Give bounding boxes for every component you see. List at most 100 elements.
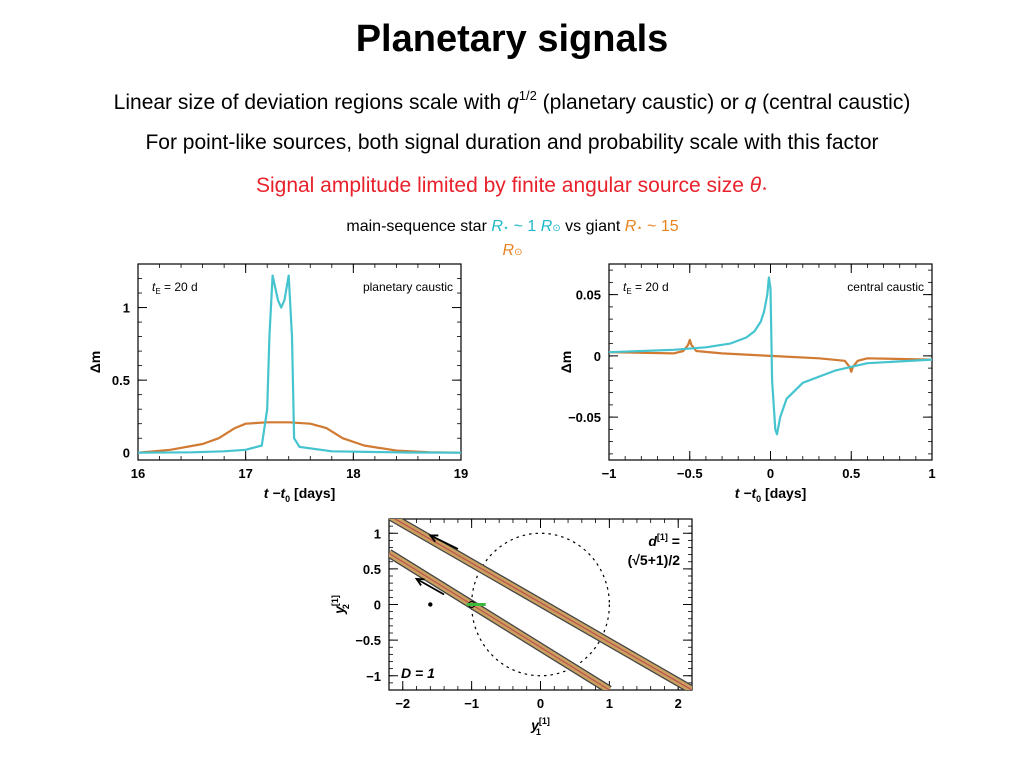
- x-tick-label: 1: [928, 466, 935, 481]
- xlabel-sub: 0: [285, 494, 290, 504]
- plot-frame: [137, 263, 462, 461]
- line1-q2: q: [744, 91, 757, 114]
- d-eq: =: [668, 533, 680, 549]
- comparison-caption: main-sequence star R⋆ ~ 1 R⊙ vs giant R⋆…: [300, 216, 725, 264]
- x-tick-label: 0.5: [842, 466, 860, 481]
- y-tick-label: −0.05: [568, 410, 601, 425]
- planet-point: [428, 602, 433, 607]
- xlabel-y: y: [530, 717, 540, 733]
- xlabel-units: [days]: [290, 485, 335, 501]
- ylabel-sup: [1]: [330, 595, 340, 606]
- series-line-2: [137, 421, 462, 454]
- x-tick-label: 0: [537, 696, 544, 711]
- panel-label: planetary caustic: [363, 280, 453, 294]
- subtitle-line-2: For point-like sources, both signal dura…: [145, 131, 879, 154]
- ylabel-sub: 2: [341, 604, 351, 609]
- tE-label: tE = 20 d: [623, 280, 669, 296]
- xlabel-units: [days]: [761, 485, 806, 501]
- cap-text-d: ~ 15: [642, 218, 679, 235]
- cap-sun-2: ⊙: [514, 247, 523, 258]
- xlabel-main: t −t: [264, 485, 287, 501]
- series-line-1: [137, 274, 462, 454]
- cap-R3: R: [624, 218, 637, 235]
- d-sup: [1]: [657, 532, 668, 542]
- y-tick-label: −1: [366, 669, 381, 684]
- y-tick-label: 0.5: [112, 373, 130, 388]
- y-axis-label: y[1]2: [330, 595, 351, 615]
- x-tick-label: 19: [454, 466, 468, 481]
- cap-star-2: ⋆: [636, 223, 643, 234]
- theta-subscript: ⋆: [761, 183, 769, 195]
- cap-R2: R: [540, 218, 553, 235]
- x-tick-label: −1: [602, 466, 617, 481]
- line1-q: q: [507, 91, 519, 114]
- y-tick-label: 0.05: [576, 288, 601, 303]
- d-expression: (√5+1)/2: [628, 552, 681, 568]
- x-tick-label: 16: [131, 466, 145, 481]
- line1-exponent: 1/2: [518, 88, 537, 103]
- y-tick-label: 0: [123, 446, 130, 461]
- arrow-head-1: [428, 534, 439, 543]
- line1-text-b: (planetary caustic) or: [536, 91, 745, 114]
- arrow-head-2: [414, 577, 425, 586]
- chart-1: 16 17 18 19 0 0.5 1 tE = 20 d planetary caustic t…: [87, 263, 468, 504]
- y-axis-label: Δm: [87, 351, 103, 374]
- subtitle-line-3: Signal amplitude limited by finite angul…: [0, 174, 1024, 198]
- x-axis-label: y[1] 1: [530, 716, 550, 737]
- x-axis-label: t −t0 [days]: [735, 485, 807, 504]
- cap-text-a: main-sequence star: [346, 218, 492, 235]
- y-tick-label: −0.5: [355, 633, 381, 648]
- y-axis-label: Δm: [558, 351, 574, 374]
- series-line-2: [608, 338, 933, 373]
- xlabel-sub: 1: [536, 727, 541, 737]
- x-tick-label: 0: [767, 466, 774, 481]
- line3-text: Signal amplitude limited by finite angul…: [255, 174, 750, 197]
- slide-title: Planetary signals: [355, 18, 669, 60]
- y-tick-label: 0: [594, 349, 601, 364]
- subtitle-line-1: Linear size of deviation regions scale w…: [0, 88, 1024, 115]
- y-tick-label: 1: [374, 526, 381, 541]
- xlabel-main: t −t: [735, 485, 758, 501]
- cap-text-b: ~ 1: [509, 218, 541, 235]
- x-tick-label: −1: [464, 696, 479, 711]
- direction-arrow-1: [429, 534, 459, 550]
- tE-sub: E: [626, 287, 631, 296]
- tE-t: t: [152, 280, 156, 294]
- xlabel-sub: 0: [756, 494, 761, 504]
- source-track-center-2: [389, 552, 610, 690]
- tE-label: tE = 20 d: [152, 280, 198, 296]
- cap-R1: R: [491, 218, 503, 235]
- D-label: D = 1: [401, 665, 435, 681]
- tE-t: t: [623, 280, 627, 294]
- x-tick-label: 2: [675, 696, 682, 711]
- chart-2: −1 −0.5 0 0.5 1 −0.05 0 0.05 tE = 20 d central ca…: [558, 263, 936, 504]
- cap-sun-1: ⊙: [552, 223, 561, 234]
- theta-symbol: θ: [749, 174, 762, 197]
- x-tick-label: −0.5: [677, 466, 703, 481]
- series-line-1: [608, 276, 933, 436]
- x-tick-label: −2: [395, 696, 410, 711]
- tE-value: = 20 d: [161, 280, 198, 294]
- panel-label: central caustic: [847, 280, 924, 294]
- direction-arrow-2: [416, 578, 445, 596]
- tE-sub: E: [155, 287, 160, 296]
- x-tick-label: 18: [346, 466, 360, 481]
- line1-text-a: Linear size of deviation regions scale w…: [113, 91, 508, 114]
- chart-3: −2 −1 0 1 2−1−0.500.51 d[1] =(√5+1)/2D = 1y[1…: [330, 518, 693, 737]
- xlabel-sup: [1]: [539, 716, 550, 726]
- cap-R4: R: [502, 242, 515, 259]
- line1-text-c: (central caustic): [756, 91, 911, 114]
- d-symbol: d: [648, 533, 657, 549]
- x-tick-label: 17: [238, 466, 252, 481]
- y-tick-label: 0.5: [363, 562, 381, 577]
- d-label: d[1] =: [648, 532, 680, 549]
- source-track-center-1: [393, 519, 692, 690]
- cap-star-1: ⋆: [502, 223, 510, 234]
- ylabel-y: y: [331, 605, 347, 615]
- tE-value: = 20 d: [632, 280, 669, 294]
- y-tick-label: 0: [374, 598, 381, 613]
- y-tick-label: 1: [123, 301, 130, 316]
- einstein-ring: [471, 532, 610, 677]
- cap-text-c: vs giant: [560, 218, 625, 235]
